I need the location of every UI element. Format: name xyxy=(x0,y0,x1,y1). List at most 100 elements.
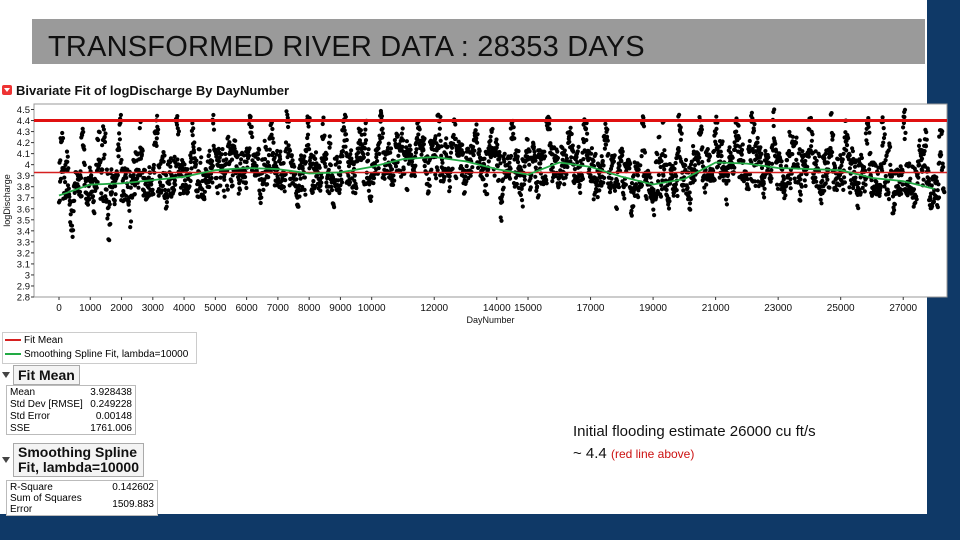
data-point xyxy=(752,122,757,127)
data-point xyxy=(547,121,552,126)
data-point xyxy=(847,166,853,171)
fit-mean-table: Mean 3.928438 Std Dev [RMSE] 0.249228 Std … xyxy=(6,385,136,435)
data-point xyxy=(87,165,92,170)
red-triangle-menu-icon[interactable] xyxy=(2,85,12,95)
data-point xyxy=(762,195,767,200)
data-point xyxy=(794,135,799,140)
data-point xyxy=(942,190,947,195)
data-point xyxy=(869,178,874,183)
x-tick-label: 4000 xyxy=(173,303,196,314)
data-point xyxy=(724,202,730,207)
data-point xyxy=(162,153,167,158)
data-point xyxy=(853,175,858,180)
data-point xyxy=(112,202,117,207)
data-point xyxy=(102,139,108,145)
data-point xyxy=(500,199,505,204)
data-point xyxy=(676,148,681,154)
data-point xyxy=(91,199,96,204)
data-point xyxy=(490,126,495,132)
data-point xyxy=(401,165,406,170)
data-point xyxy=(197,147,202,152)
data-point xyxy=(902,136,907,142)
data-point xyxy=(471,153,476,158)
data-point xyxy=(883,174,888,179)
fit-mean-header[interactable]: Fit Mean xyxy=(2,365,80,385)
data-point xyxy=(606,151,611,157)
data-point xyxy=(319,175,324,180)
y-tick-label: 3 xyxy=(25,270,30,281)
data-point xyxy=(363,127,368,132)
data-point xyxy=(94,185,99,190)
data-point xyxy=(568,125,573,130)
data-point xyxy=(70,234,75,239)
data-point xyxy=(623,182,629,187)
data-point xyxy=(515,160,521,165)
data-point xyxy=(533,174,538,179)
data-point xyxy=(329,188,335,193)
data-point xyxy=(325,172,331,177)
data-point xyxy=(495,142,500,147)
data-point xyxy=(229,179,234,184)
data-point xyxy=(715,164,721,169)
data-point xyxy=(841,151,846,156)
data-point xyxy=(299,153,304,158)
data-point xyxy=(771,123,776,129)
data-point xyxy=(476,165,481,170)
data-point xyxy=(652,213,657,218)
data-point xyxy=(581,157,586,162)
data-point xyxy=(878,184,884,189)
data-point xyxy=(69,223,75,228)
data-point xyxy=(296,204,301,209)
data-point xyxy=(337,165,342,170)
spline-header[interactable]: Smoothing Spline Fit, lambda=10000 xyxy=(2,443,145,477)
data-point xyxy=(608,186,613,191)
data-point xyxy=(196,194,201,199)
disclosure-caret-icon[interactable] xyxy=(2,372,10,378)
data-point xyxy=(856,181,861,186)
data-point xyxy=(354,186,359,191)
data-point xyxy=(217,155,222,160)
data-point xyxy=(474,136,479,141)
data-point xyxy=(104,187,109,192)
data-point xyxy=(275,148,280,154)
data-point xyxy=(591,158,596,163)
x-tick-label: 19000 xyxy=(639,303,667,314)
data-point xyxy=(271,140,276,145)
data-point xyxy=(164,173,169,178)
data-point xyxy=(172,154,177,159)
disclosure-caret-icon[interactable] xyxy=(2,457,10,463)
data-point xyxy=(699,124,704,129)
data-point xyxy=(335,183,340,188)
data-point xyxy=(249,130,254,135)
data-point xyxy=(407,143,412,148)
data-point xyxy=(862,189,867,194)
data-point xyxy=(388,150,393,155)
report-header[interactable]: Bivariate Fit of logDischarge By DayNumb… xyxy=(2,82,289,98)
data-point xyxy=(99,191,104,196)
note-line2-sub: (red line above) xyxy=(610,447,695,461)
stat-value: 1509.883 xyxy=(112,498,154,510)
data-point xyxy=(107,238,112,243)
data-point xyxy=(464,164,469,169)
data-point xyxy=(663,154,668,159)
data-point xyxy=(283,178,288,183)
data-point xyxy=(270,136,275,141)
data-point xyxy=(270,150,276,156)
data-point xyxy=(806,154,811,159)
data-point xyxy=(146,175,151,180)
data-point xyxy=(305,135,310,141)
data-point xyxy=(739,147,745,152)
data-point xyxy=(401,138,406,143)
data-point xyxy=(562,182,567,187)
data-point xyxy=(445,144,450,149)
data-point xyxy=(655,152,660,157)
x-tick-label: 2000 xyxy=(110,303,133,314)
data-point xyxy=(474,122,479,127)
data-point xyxy=(543,177,549,182)
data-point xyxy=(128,219,134,224)
data-point xyxy=(656,172,662,178)
data-point xyxy=(799,184,804,189)
y-tick-label: 3.1 xyxy=(17,259,30,270)
data-point xyxy=(284,109,289,114)
data-point xyxy=(667,199,672,204)
